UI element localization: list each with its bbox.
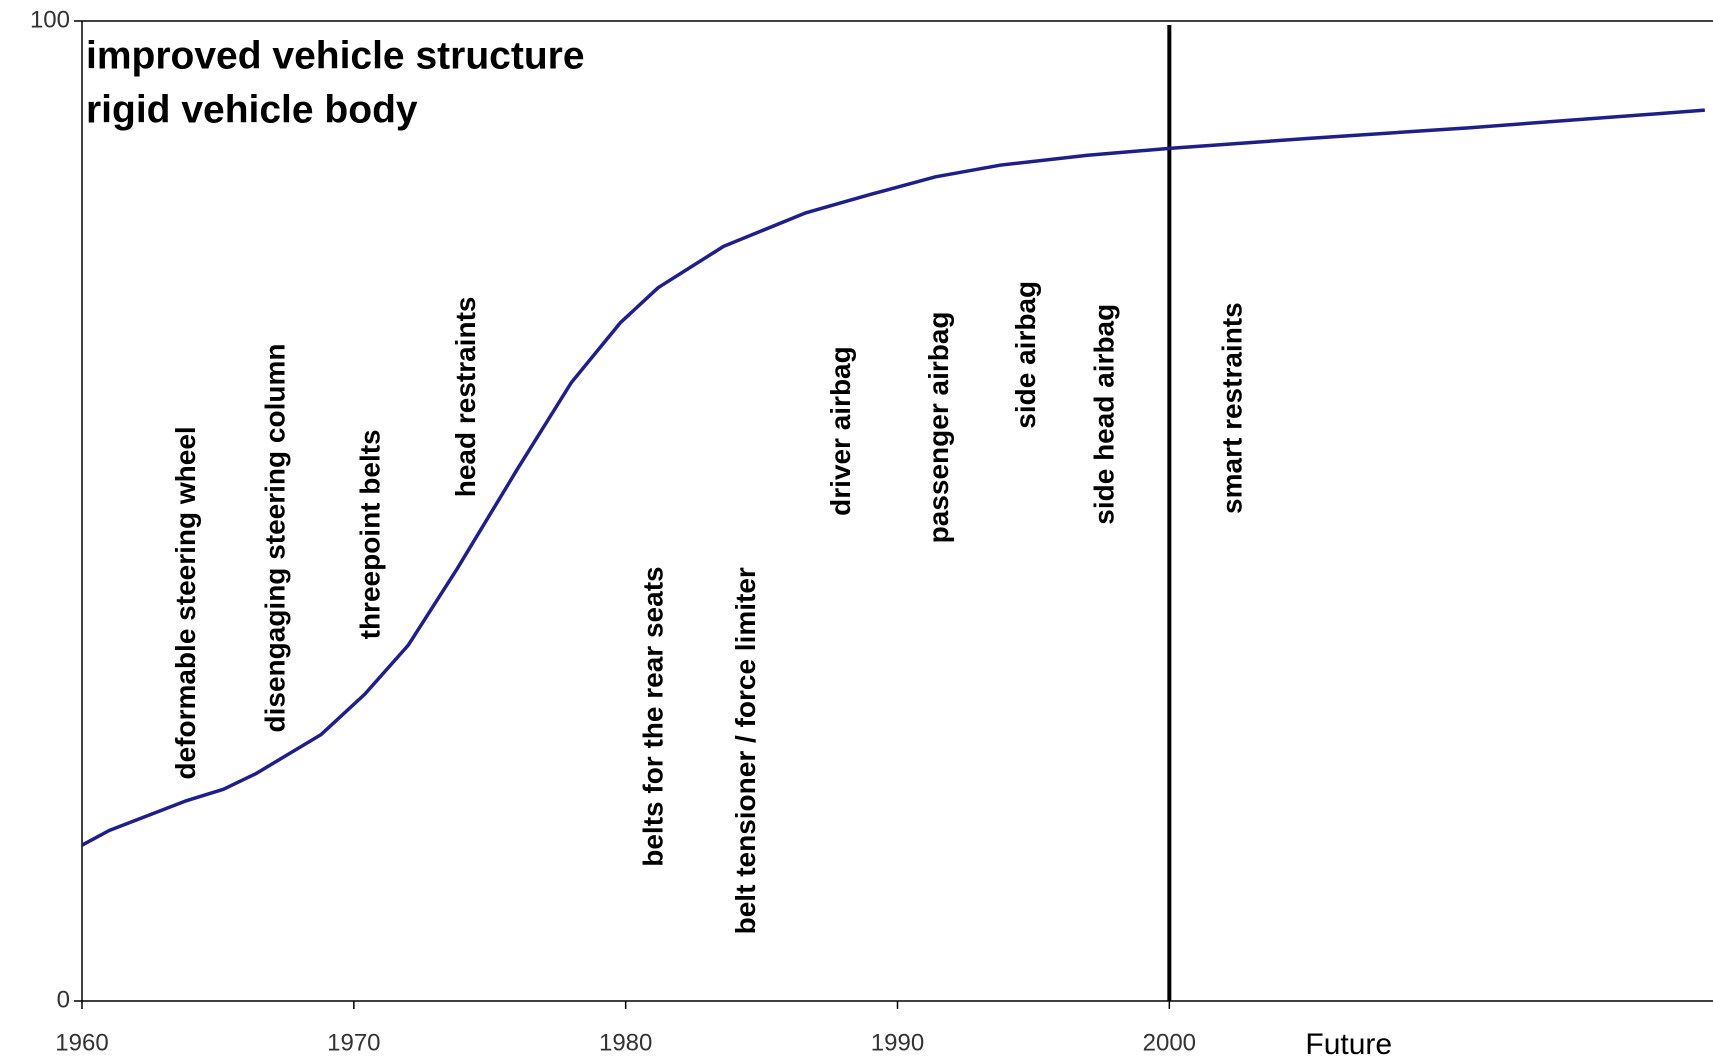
annotation: side airbag: [1010, 281, 1041, 429]
annotation: head restraints: [450, 297, 481, 498]
y-tick-label: 100: [30, 6, 70, 33]
annotation: passenger airbag: [923, 311, 954, 543]
x-tick-label: 1980: [599, 1029, 652, 1056]
title-line: improved vehicle structure: [86, 34, 585, 77]
annotation: deformable steering wheel: [170, 426, 201, 779]
annotation: side head airbag: [1089, 304, 1120, 525]
annotation: smart restraints: [1216, 302, 1247, 514]
annotation: driver airbag: [825, 346, 856, 516]
annotation: threepoint belts: [355, 429, 386, 639]
x-annotation: Future: [1305, 1028, 1392, 1061]
title-line: rigid vehicle body: [86, 88, 418, 131]
annotation: disengaging steering column: [260, 344, 291, 733]
x-tick-label: 1960: [55, 1029, 108, 1056]
annotation: belts for the rear seats: [637, 566, 668, 866]
x-tick-label: 2000: [1143, 1029, 1196, 1056]
y-tick-label: 0: [57, 986, 70, 1013]
annotation: belt tensioner / force limiter: [730, 567, 761, 934]
x-tick-label: 1990: [871, 1029, 924, 1056]
series-line: [81, 108, 1705, 847]
x-tick-label: 1970: [327, 1029, 380, 1056]
